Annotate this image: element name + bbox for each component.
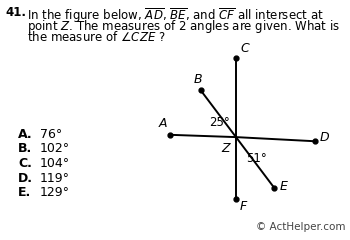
Text: E: E: [280, 180, 288, 193]
Text: © ActHelper.com: © ActHelper.com: [256, 222, 345, 232]
Text: In the figure below, $\overline{AD}$, $\overline{BE}$, and $\overline{CF}$ all i: In the figure below, $\overline{AD}$, $\…: [27, 6, 324, 25]
Text: point $Z$. The measures of 2 angles are given. What is: point $Z$. The measures of 2 angles are …: [27, 18, 340, 35]
Text: D: D: [319, 131, 329, 144]
Text: the measure of $\angle CZE$ ?: the measure of $\angle CZE$ ?: [27, 30, 166, 44]
Text: 41.: 41.: [5, 6, 26, 19]
Text: C.: C.: [18, 157, 32, 170]
Text: F: F: [240, 200, 247, 213]
Text: D.: D.: [18, 172, 33, 185]
Text: B: B: [194, 73, 202, 86]
Text: 104°: 104°: [40, 157, 70, 170]
Text: Z: Z: [221, 142, 230, 155]
Text: 25°: 25°: [209, 116, 230, 129]
Text: 129°: 129°: [40, 186, 70, 199]
Text: 119°: 119°: [40, 172, 70, 185]
Text: 51°: 51°: [246, 152, 267, 165]
Text: 76°: 76°: [40, 128, 62, 141]
Text: A: A: [159, 117, 167, 130]
Text: A.: A.: [18, 128, 33, 141]
Text: 102°: 102°: [40, 143, 70, 156]
Text: C: C: [240, 42, 249, 55]
Text: E.: E.: [18, 186, 31, 199]
Text: B.: B.: [18, 143, 32, 156]
